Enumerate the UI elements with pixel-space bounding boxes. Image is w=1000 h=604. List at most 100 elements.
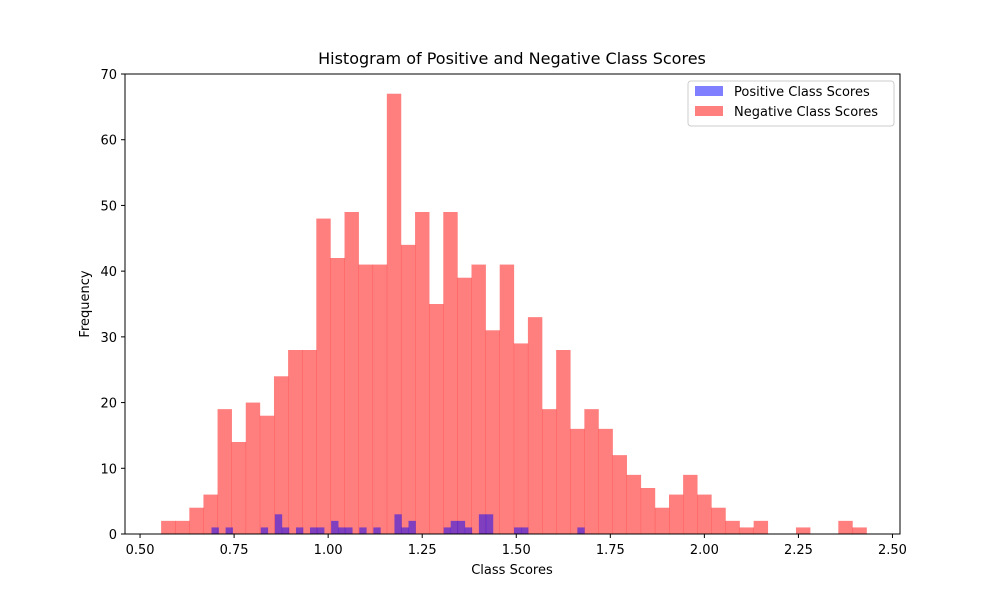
negative-bar-7 <box>259 415 275 534</box>
y-tick-label: 10 <box>100 462 117 477</box>
x-tick-label: 1.00 <box>314 543 343 558</box>
plot-frame <box>124 73 901 535</box>
negative-bar-4 <box>217 409 232 534</box>
negative-bar-15 <box>372 264 388 534</box>
x-tick-label: 2.50 <box>878 543 907 558</box>
positive-bar-0 <box>211 527 219 534</box>
legend-label-positive: Positive Class Scores <box>734 85 870 100</box>
negative-bar-39 <box>711 507 726 534</box>
negative-bar-13 <box>344 212 359 534</box>
positive-bar-26 <box>394 514 402 534</box>
positive-bar-18 <box>338 527 346 534</box>
negative-bar-23 <box>485 330 501 534</box>
x-tick-label: 1.50 <box>502 543 531 558</box>
y-tick-label: 40 <box>100 265 117 280</box>
positive-bar-15 <box>317 527 325 534</box>
negative-bar-35 <box>654 507 670 534</box>
positive-bar-34 <box>450 520 459 534</box>
y-axis-ticks: 0 10 20 30 40 50 60 70 <box>100 68 125 543</box>
negative-bar-9 <box>288 350 303 534</box>
legend-swatch-positive <box>695 86 723 96</box>
negative-bar-45 <box>795 527 811 534</box>
negative-bar-18 <box>415 212 430 534</box>
positive-bar-39 <box>485 514 494 534</box>
negative-bar-17 <box>400 244 416 535</box>
negative-bar-12 <box>330 258 345 534</box>
negative-bar-5 <box>231 442 247 534</box>
chart-title: Histogram of Positive and Negative Class… <box>318 49 706 68</box>
positive-bar-21 <box>359 527 367 534</box>
negative-bar-2 <box>189 507 204 534</box>
negative-bar-24 <box>499 264 515 534</box>
negative-bar-48 <box>838 520 853 534</box>
negative-bar-49 <box>852 527 867 534</box>
positive-bar-12 <box>295 527 304 534</box>
y-tick-label: 50 <box>100 199 117 214</box>
negative-bar-36 <box>669 494 684 534</box>
x-tick-label: 1.75 <box>596 543 625 558</box>
x-tick-label: 1.25 <box>408 543 437 558</box>
y-tick-label: 70 <box>100 68 117 83</box>
positive-bar-35 <box>457 520 466 534</box>
positive-bar-27 <box>401 527 409 534</box>
negative-bar-11 <box>316 218 331 534</box>
legend: Positive Class Scores Negative Class Sco… <box>687 80 895 127</box>
x-tick-label: 0.50 <box>126 543 155 558</box>
positive-bar-38 <box>478 514 487 534</box>
x-axis-ticks: 0.50 0.75 1.00 1.25 1.50 1.75 2.00 2.25 2.50 <box>126 534 907 558</box>
negative-bar-41 <box>739 527 754 534</box>
legend-label-negative: Negative Class Scores <box>734 105 878 120</box>
positive-bar-36 <box>464 527 473 534</box>
negative-bar-31 <box>598 428 613 534</box>
negative-bar-27 <box>542 409 557 534</box>
negative-bar-42 <box>753 520 769 534</box>
y-tick-label: 60 <box>100 134 117 149</box>
positive-bar-33 <box>443 527 452 534</box>
positive-bar-43 <box>514 527 522 534</box>
negative-bar-19 <box>429 304 444 534</box>
x-tick-label: 0.75 <box>220 543 249 558</box>
negative-bar-25 <box>513 343 529 534</box>
negative-bar-14 <box>358 264 374 534</box>
negative-bar-3 <box>203 494 218 534</box>
negative-bar-8 <box>273 376 289 534</box>
positive-bar-17 <box>331 520 339 534</box>
x-axis-label: Class Scores <box>471 563 553 578</box>
negative-bar-22 <box>471 264 486 534</box>
positive-bar-7 <box>260 527 269 534</box>
negative-bar-26 <box>527 317 543 534</box>
positive-bar-52 <box>577 527 585 534</box>
legend-swatch-negative <box>695 106 723 116</box>
negative-bar-37 <box>683 474 698 534</box>
negative-bar-29 <box>570 428 585 534</box>
negative-bar-38 <box>697 494 712 534</box>
positive-bar-28 <box>408 520 416 534</box>
positive-bar-19 <box>345 527 353 534</box>
negative-bar-6 <box>245 402 261 534</box>
negative-bar-20 <box>443 212 458 534</box>
x-tick-label: 2.00 <box>690 543 719 558</box>
positive-bar-2 <box>225 527 233 534</box>
y-tick-label: 30 <box>100 331 117 346</box>
negative-bar-1 <box>175 520 190 534</box>
positive-bar-44 <box>521 527 529 534</box>
negative-bar-33 <box>626 474 642 534</box>
negative-bar-32 <box>612 455 627 534</box>
positive-bar-10 <box>281 527 290 534</box>
bars-layer <box>161 93 867 535</box>
negative-bar-34 <box>640 488 656 534</box>
negative-bar-30 <box>584 409 599 534</box>
y-tick-label: 20 <box>100 397 117 412</box>
positive-bar-14 <box>310 527 318 534</box>
negative-bar-16 <box>386 93 402 535</box>
negative-bar-10 <box>302 350 317 534</box>
negative-bar-40 <box>725 520 740 534</box>
negative-bar-21 <box>457 277 472 534</box>
positive-bar-9 <box>274 514 283 534</box>
negative-bar-0 <box>161 520 176 534</box>
x-tick-label: 2.25 <box>784 543 813 558</box>
positive-bar-23 <box>373 527 381 534</box>
y-tick-label: 0 <box>109 528 117 543</box>
legend-box <box>687 80 895 127</box>
